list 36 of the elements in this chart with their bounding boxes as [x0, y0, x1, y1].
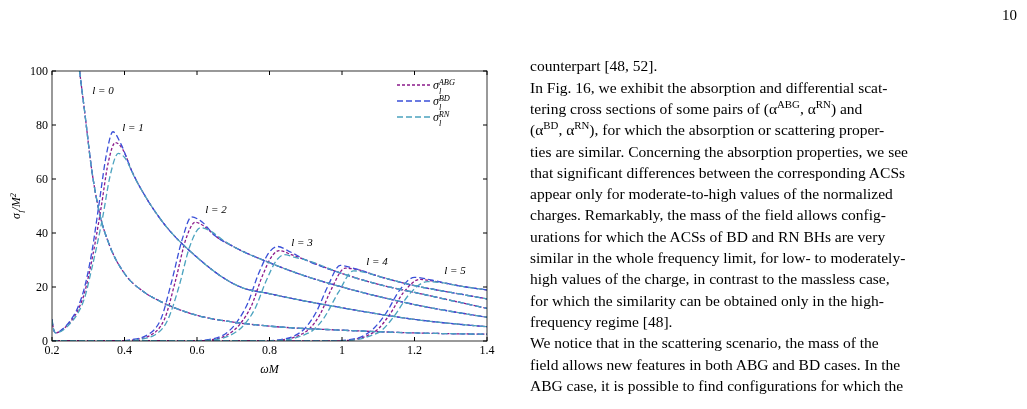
- x-tick-label: 0.6: [189, 343, 205, 357]
- text: urations for which the ACSs of BD and RN BHs are very: [530, 227, 886, 245]
- text: field allows new features in both ABG and BD cases. In the: [530, 355, 901, 373]
- text: appear only for moderate-to-high values of the normalized: [530, 185, 894, 203]
- y-tick-label: 40: [36, 226, 48, 240]
- text: ABG case, it is possible to find configurations for which the: [530, 376, 904, 394]
- x-tick-label: 0.4: [117, 343, 132, 357]
- text: ties are similar. Concerning the absorption properties, we see: [530, 142, 909, 160]
- y-tick-label: 60: [36, 172, 48, 186]
- annotation: l = 3: [291, 236, 314, 248]
- y-tick-label: 80: [36, 118, 48, 132]
- y-tick-label: 20: [36, 280, 48, 294]
- text: charges. Remarkably, the mass of the field allows config-: [530, 206, 886, 224]
- annotation: l = 5: [444, 264, 467, 276]
- x-tick-label: 1: [339, 343, 345, 357]
- text: high values of the charge, in contrast to the massless case,: [530, 270, 890, 288]
- x-tick-label: 0.8: [262, 343, 277, 357]
- text: tering cross sections of some pairs of (α$^{ABG}$, α$^{RN}$) and: [530, 97, 863, 118]
- x-axis-title: ωM: [260, 362, 280, 376]
- x-tick-label: 1.4: [479, 343, 495, 357]
- y-tick-label: 0: [42, 334, 48, 348]
- text: 10: [1002, 7, 1017, 23]
- annotation: l = 0: [92, 84, 115, 96]
- text: In Fig. 16, we exhibit the absorption and differential scat-: [530, 78, 888, 96]
- y-tick-label: 100: [30, 64, 48, 78]
- text: that significant differences between the corresponding ACSs: [530, 163, 906, 181]
- text: We notice that in the scattering scenario, the mass of the: [530, 334, 879, 352]
- text: counterpart [48, 52].: [530, 57, 658, 75]
- annotation: l = 2: [205, 203, 228, 215]
- annotation: l = 1: [122, 121, 144, 133]
- annotation: l = 4: [366, 255, 389, 267]
- text: (α$^{BD}$, α$^{RN}$), for which the absorption or scattering proper-: [530, 119, 885, 140]
- text: frequency regime [48].: [530, 312, 673, 330]
- text: for which the similarity can be obtained only in the high-: [530, 291, 884, 309]
- text: similar in the whole frequency limit, for low- to moderately-: [530, 249, 906, 266]
- x-tick-label: 1.2: [407, 343, 422, 357]
